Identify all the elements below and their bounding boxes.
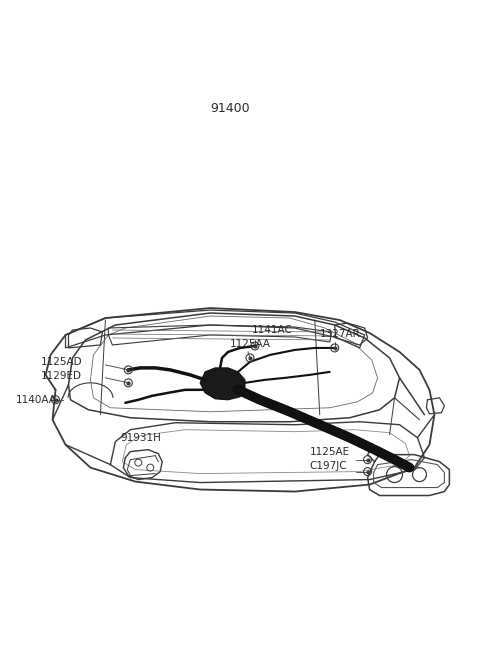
Text: 1125AE: 1125AE <box>310 447 350 457</box>
Text: 1125AA: 1125AA <box>230 339 271 349</box>
Text: 91400: 91400 <box>210 102 250 115</box>
Text: C197JC: C197JC <box>310 461 348 470</box>
Text: 1141AC: 1141AC <box>252 325 293 335</box>
Text: 1129ED: 1129ED <box>41 371 82 381</box>
Text: 1125AD: 1125AD <box>41 357 82 367</box>
Polygon shape <box>200 368 245 400</box>
Text: 1140AA: 1140AA <box>16 395 57 405</box>
Text: 91931H: 91931H <box>120 433 161 443</box>
Text: 1327AR: 1327AR <box>320 329 360 339</box>
